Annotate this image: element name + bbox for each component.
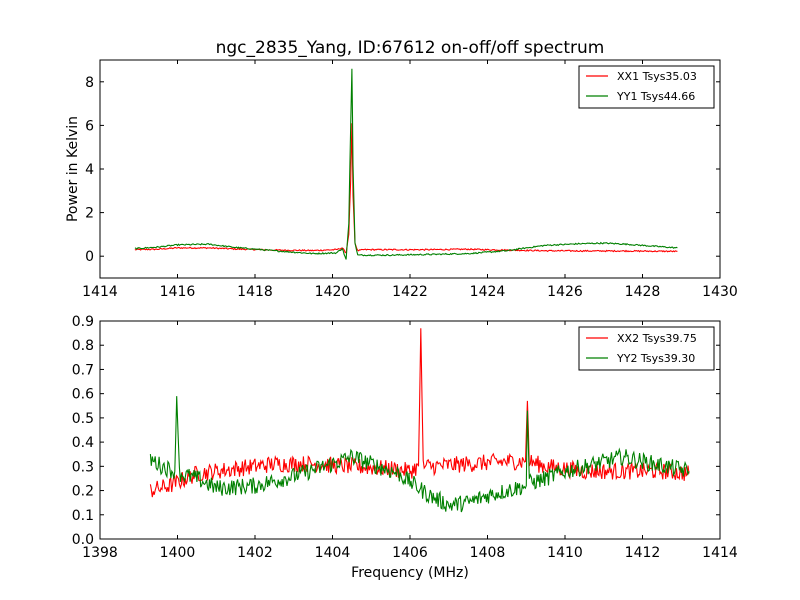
x-tick-label: 1414 bbox=[82, 284, 118, 300]
y-tick-label: 0.4 bbox=[72, 435, 94, 451]
series-line-yy1 bbox=[134, 68, 678, 260]
y-tick-label: 0.2 bbox=[72, 484, 94, 500]
y-tick-label: 8 bbox=[85, 75, 94, 91]
top-y-axis-label: Power in Kelvin bbox=[65, 116, 81, 222]
y-tick-label: 2 bbox=[85, 206, 94, 222]
x-tick-label: 1408 bbox=[470, 545, 506, 561]
top-legend-box bbox=[578, 65, 715, 109]
x-tick-label: 1400 bbox=[160, 545, 196, 561]
x-tick-label: 1404 bbox=[315, 545, 351, 561]
figure-title: ngc_2835_Yang, ID:67612 on-off/off spect… bbox=[216, 38, 605, 58]
x-tick-label: 1398 bbox=[82, 545, 118, 561]
bottom-subplot: 1398 1400 1402 1404 1406 1408 1410 1412 1414 0.0 0… bbox=[72, 314, 738, 581]
y-tick-label: 4 bbox=[85, 162, 94, 178]
y-tick-label: 0 bbox=[85, 249, 94, 265]
top-subplot: 1414 1416 1418 1420 1422 1424 1426 1428 1430 0 2 4 6… bbox=[65, 59, 738, 300]
bottom-legend-box bbox=[578, 326, 715, 371]
x-tick-label: 1418 bbox=[237, 284, 273, 300]
x-tick-label: 1406 bbox=[392, 545, 428, 561]
top-axis-ticks: 1414 1416 1418 1420 1422 1424 1426 1428 1430 0 2 4 6… bbox=[82, 60, 738, 300]
y-tick-label: 0.5 bbox=[72, 411, 94, 427]
x-tick-label: 1414 bbox=[702, 545, 738, 561]
y-tick-label: 6 bbox=[85, 118, 94, 134]
legend-label-yy2: YY2 Tsys39.30 bbox=[616, 352, 695, 365]
x-tick-label: 1424 bbox=[470, 284, 506, 300]
top-legend: XX1 Tsys35.03 YY1 Tsys44.66 bbox=[578, 65, 715, 109]
x-tick-label: 1410 bbox=[547, 545, 583, 561]
y-tick-label: 0.3 bbox=[72, 459, 94, 475]
y-tick-label: 0.6 bbox=[72, 387, 94, 403]
x-tick-label: 1422 bbox=[392, 284, 428, 300]
x-tick-label: 1420 bbox=[315, 284, 351, 300]
bottom-axis-ticks: 1398 1400 1402 1404 1406 1408 1410 1412 1414 0.0 0… bbox=[72, 314, 738, 561]
x-tick-label: 1416 bbox=[160, 284, 196, 300]
legend-label-yy1: YY1 Tsys44.66 bbox=[616, 90, 695, 103]
x-tick-label: 1402 bbox=[237, 545, 273, 561]
y-tick-label: 0.7 bbox=[72, 362, 94, 378]
y-tick-label: 0.9 bbox=[72, 314, 94, 330]
bottom-legend: XX2 Tsys39.75 YY2 Tsys39.30 bbox=[578, 326, 715, 371]
bottom-x-axis-label: Frequency (MHz) bbox=[351, 565, 469, 581]
legend-label-xx1: XX1 Tsys35.03 bbox=[617, 70, 697, 83]
series-line-xx1 bbox=[134, 123, 678, 254]
bottom-plot-lines bbox=[149, 328, 690, 513]
series-line-yy2 bbox=[149, 396, 690, 513]
top-plot-lines bbox=[134, 68, 678, 260]
y-tick-label: 0.8 bbox=[72, 338, 94, 354]
x-tick-label: 1428 bbox=[625, 284, 661, 300]
x-tick-label: 1426 bbox=[547, 284, 583, 300]
x-tick-label: 1412 bbox=[625, 545, 661, 561]
x-tick-label: 1430 bbox=[702, 284, 738, 300]
series-line-xx2 bbox=[149, 328, 690, 498]
y-tick-label: 0.1 bbox=[72, 508, 94, 524]
y-tick-label: 0.0 bbox=[72, 532, 94, 548]
legend-label-xx2: XX2 Tsys39.75 bbox=[617, 332, 697, 345]
